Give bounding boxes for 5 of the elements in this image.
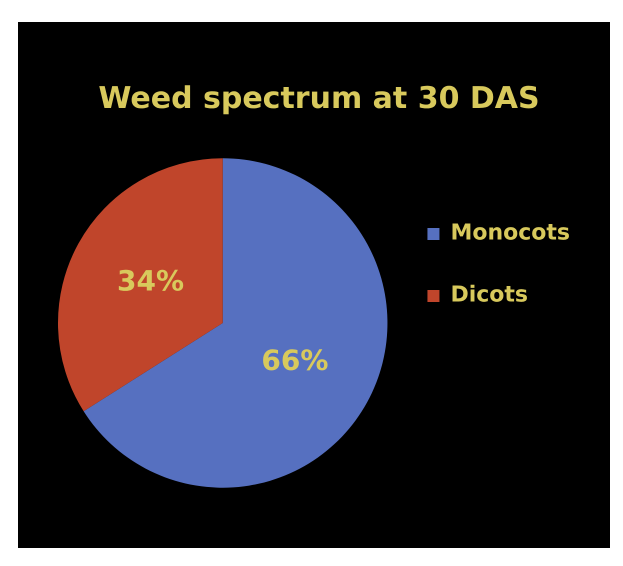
chart-title: Weed spectrum at 30 DAS	[98, 80, 540, 116]
legend-label: Monocots	[450, 220, 570, 246]
data-label: 34%	[117, 264, 184, 298]
legend-label: Dicots	[450, 282, 528, 308]
data-label: 66%	[261, 344, 328, 377]
